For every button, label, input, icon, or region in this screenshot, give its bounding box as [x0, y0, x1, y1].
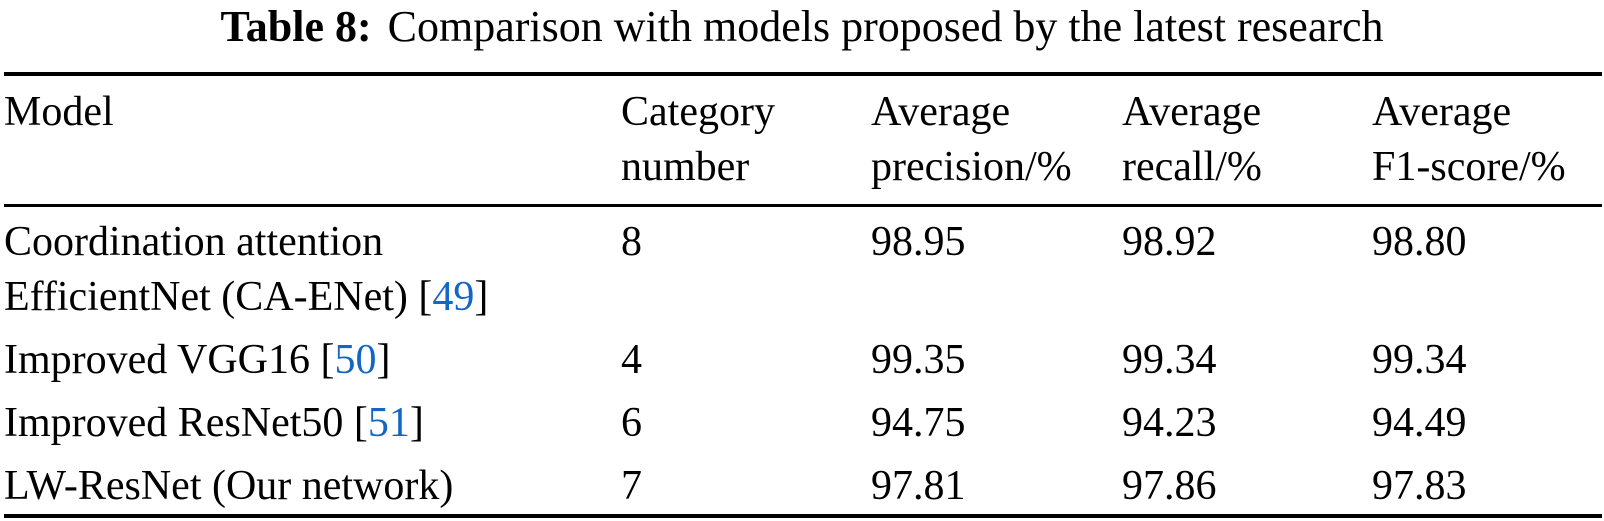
model-cell: Coordination attention EfficientNet (CA-…	[4, 206, 621, 326]
category-number-cell: 8	[621, 219, 642, 265]
citation-link[interactable]: 49	[432, 274, 475, 320]
column-header-category-number: Category number	[621, 74, 871, 207]
average-f1-score-cell: 98.80	[1372, 219, 1467, 265]
model-name: Improved VGG16 [	[4, 337, 335, 383]
average-f1-score-cell: 94.49	[1372, 400, 1467, 446]
table-row-lw-resnet: LW-ResNet (Our network) 7 97.81 97.86 97…	[4, 451, 1602, 516]
model-cell: Improved VGG16 [50]	[4, 325, 621, 388]
comparison-table: Model Category number Average precision/…	[4, 72, 1602, 518]
average-precision-cell: 94.75	[871, 400, 966, 446]
average-recall-cell: 99.34	[1122, 337, 1217, 383]
average-recall-cell: 97.86	[1122, 463, 1217, 509]
table-row-improved-resnet50: Improved ResNet50 [51] 6 94.75 94.23 94.…	[4, 388, 1602, 451]
average-precision-cell: 97.81	[871, 463, 966, 509]
average-precision-cell: 98.95	[871, 219, 966, 265]
citation-link[interactable]: 51	[367, 400, 410, 446]
column-header-average-recall: Average recall/%	[1122, 74, 1372, 207]
column-header-model: Model	[4, 74, 621, 207]
citation-link[interactable]: 50	[334, 337, 377, 383]
category-number-cell: 6	[621, 400, 642, 446]
average-recall-cell: 94.23	[1122, 400, 1217, 446]
table-row-ca-enet: Coordination attention EfficientNet (CA-…	[4, 206, 1602, 326]
column-header-average-f1-score: Average F1-score/%	[1372, 74, 1602, 207]
table-caption: Table 8: Comparison with models proposed …	[0, 2, 1604, 52]
caption-text: Comparison with models proposed by the l…	[387, 2, 1384, 51]
model-name-suffix: ]	[409, 400, 424, 446]
model-name-suffix: ]	[474, 274, 489, 320]
model-name: Improved ResNet50 [	[4, 400, 368, 446]
average-f1-score-cell: 97.83	[1372, 463, 1467, 509]
average-precision-cell: 99.35	[871, 337, 966, 383]
model-name: Coordination attention EfficientNet (CA-…	[4, 219, 433, 320]
category-number-cell: 4	[621, 337, 642, 383]
header-row: Model Category number Average precision/…	[4, 74, 1602, 207]
average-f1-score-cell: 99.34	[1372, 337, 1467, 383]
model-name: LW-ResNet (Our network)	[4, 463, 454, 509]
average-recall-cell: 98.92	[1122, 219, 1217, 265]
model-cell: Improved ResNet50 [51]	[4, 388, 621, 451]
category-number-cell: 7	[621, 463, 642, 509]
caption-label: Table 8:	[220, 2, 372, 51]
model-name-suffix: ]	[376, 337, 391, 383]
table-row-improved-vgg16: Improved VGG16 [50] 4 99.35 99.34 99.34	[4, 325, 1602, 388]
model-cell: LW-ResNet (Our network)	[4, 451, 621, 516]
column-header-average-precision: Average precision/%	[871, 74, 1122, 207]
